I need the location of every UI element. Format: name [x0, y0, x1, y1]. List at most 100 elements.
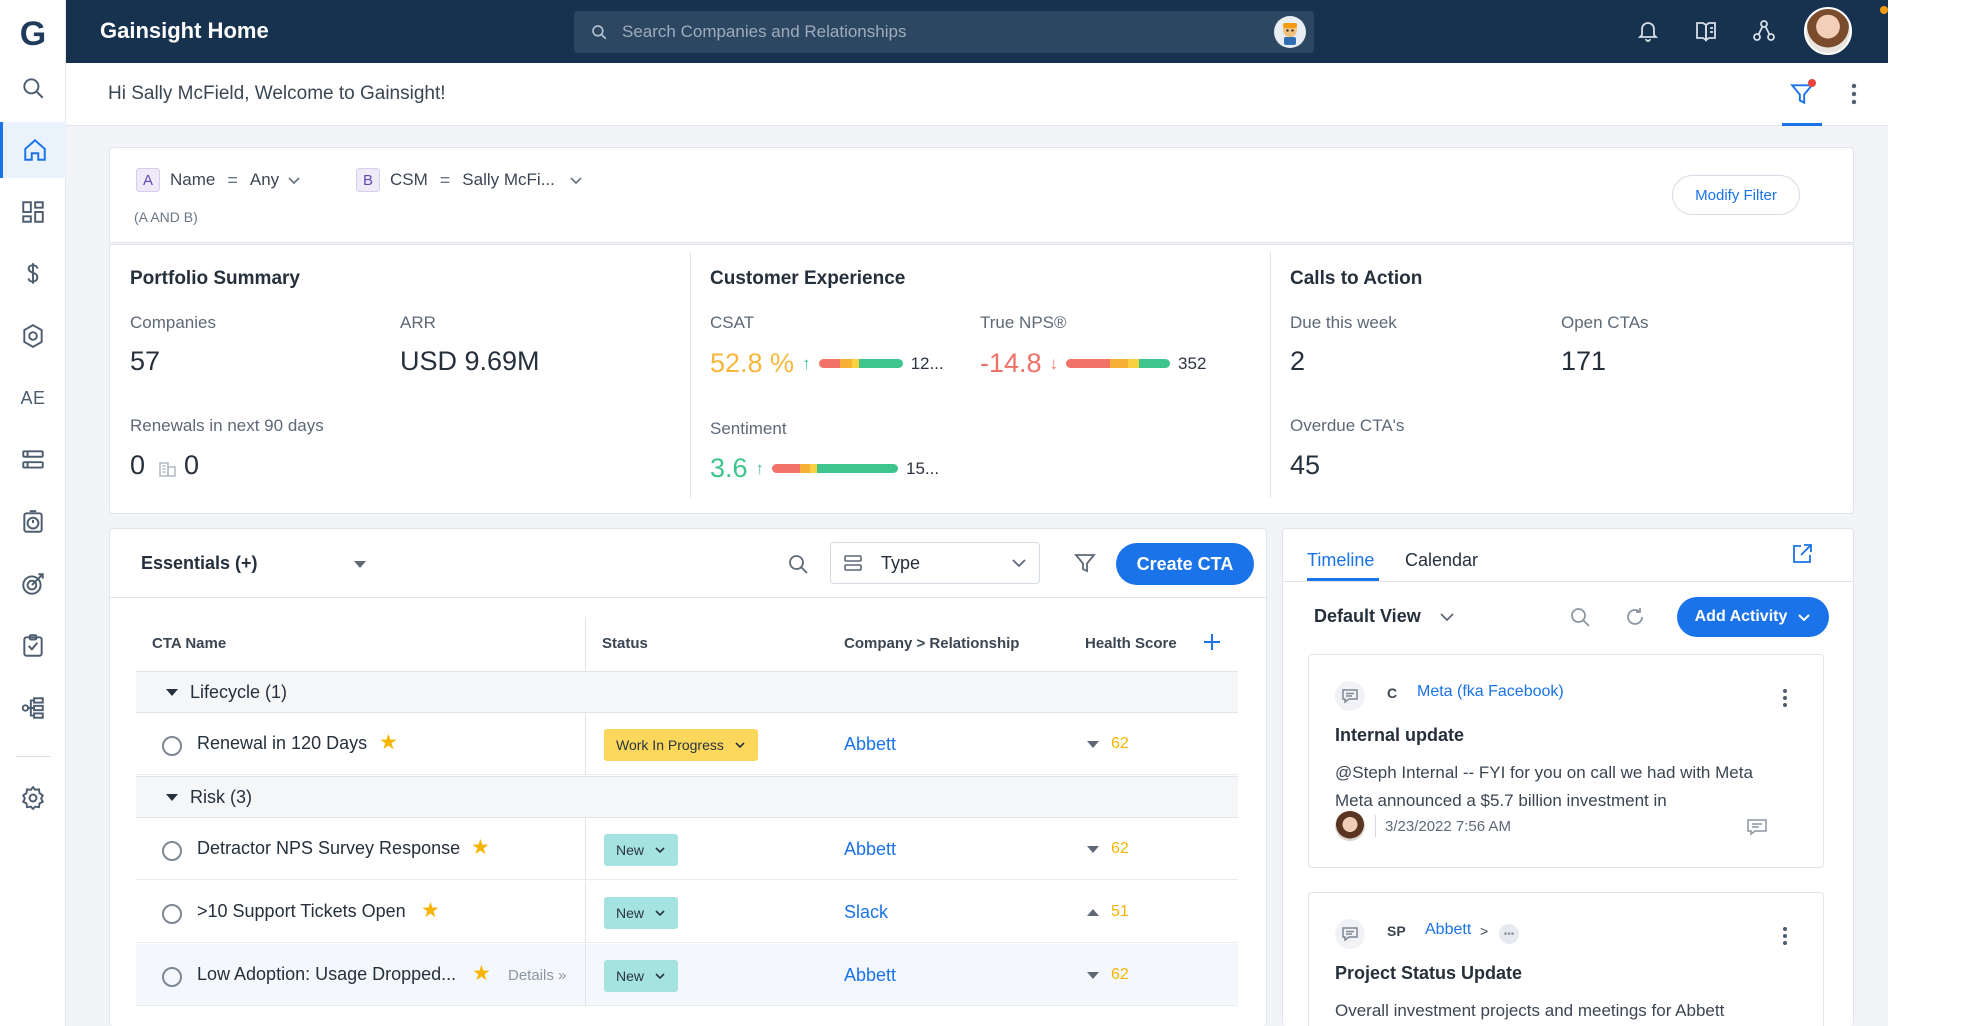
nav-dashboard-icon[interactable]: [0, 184, 66, 240]
column-header-cta-name[interactable]: CTA Name: [152, 635, 227, 652]
company-link[interactable]: Abbett: [844, 839, 897, 859]
nav-hierarchy-icon[interactable]: [0, 680, 66, 736]
reply-comment-icon[interactable]: [1745, 815, 1769, 839]
assistant-avatar-icon[interactable]: [1274, 16, 1306, 48]
cta-complete-radio[interactable]: [162, 736, 182, 756]
activity-company-link[interactable]: Abbett: [1425, 921, 1472, 938]
company-link[interactable]: Slack: [844, 902, 889, 922]
page-filter-icon[interactable]: [1782, 77, 1822, 111]
status-dropdown[interactable]: New: [604, 897, 678, 929]
nav-list-icon[interactable]: [0, 432, 66, 488]
more-dots-icon[interactable]: •••: [1499, 924, 1519, 944]
timeline-view-select[interactable]: Default View: [1314, 606, 1455, 627]
star-icon[interactable]: ★: [472, 962, 491, 985]
external-link-icon[interactable]: [1788, 540, 1816, 568]
view-caret-icon[interactable]: [354, 561, 366, 568]
nav-target-icon[interactable]: [0, 556, 66, 612]
cta-row[interactable]: >10 Support Tickets Open ★ New Slack 51: [136, 881, 1238, 943]
type-select[interactable]: Type: [830, 542, 1040, 584]
nav-checklist-icon[interactable]: [0, 618, 66, 674]
star-icon[interactable]: ★: [379, 731, 398, 754]
create-cta-button[interactable]: Create CTA: [1116, 543, 1254, 585]
cta-name[interactable]: >10 Support Tickets Open: [197, 901, 406, 921]
page-more-icon[interactable]: [1844, 79, 1864, 109]
refresh-icon[interactable]: [1621, 603, 1649, 631]
due-this-week-value[interactable]: 2: [1290, 346, 1306, 376]
nps-score[interactable]: -14.8 ↓ 352: [980, 348, 1206, 379]
chevron-down-icon[interactable]: [569, 173, 583, 187]
filter-active-dot: [1808, 79, 1816, 87]
notification-bell-icon[interactable]: [1633, 16, 1663, 46]
search-icon: [590, 23, 608, 41]
renewals-value[interactable]: 0: [130, 450, 146, 480]
company-link[interactable]: Abbett: [844, 965, 897, 985]
filter-chip-b[interactable]: B CSM = Sally McFi...: [356, 168, 583, 192]
cta-name[interactable]: Detractor NPS Survey Response: [197, 838, 461, 858]
chevron-down-icon[interactable]: [287, 173, 301, 187]
nav-settings-icon[interactable]: [0, 770, 66, 826]
column-header-status[interactable]: Status: [602, 635, 648, 652]
tab-timeline[interactable]: Timeline: [1307, 550, 1375, 570]
cockpit-search-icon[interactable]: [784, 550, 812, 578]
star-icon[interactable]: ★: [471, 836, 490, 859]
avatar-divider: [1375, 815, 1376, 837]
tab-calendar[interactable]: Calendar: [1405, 550, 1479, 570]
companies-value[interactable]: 57: [130, 346, 161, 376]
apps-network-icon[interactable]: [1749, 16, 1779, 46]
sentiment-score[interactable]: 3.6 ↑ 15...: [710, 453, 939, 484]
overdue-ctas-value[interactable]: 45: [1290, 450, 1321, 480]
chevron-down-icon: [734, 739, 746, 751]
nav-timer-icon[interactable]: [0, 494, 66, 550]
nav-gear-shield-icon[interactable]: [0, 308, 66, 364]
cta-row[interactable]: Renewal in 120 Days ★ Work In Progress A…: [136, 713, 1238, 775]
add-activity-button[interactable]: Add Activity: [1677, 597, 1829, 637]
cta-name[interactable]: Low Adoption: Usage Dropped...: [197, 964, 457, 984]
csat-score[interactable]: 52.8 % ↑ 12...: [710, 348, 944, 379]
cta-complete-radio[interactable]: [162, 904, 182, 924]
filter-chip-operator: =: [439, 169, 451, 190]
activity-more-icon[interactable]: [1775, 921, 1795, 951]
cta-row[interactable]: Detractor NPS Survey Response ★ New Abbe…: [136, 818, 1238, 880]
cockpit-filter-icon[interactable]: [1070, 548, 1100, 578]
group-row-risk[interactable]: Risk (3): [136, 776, 1238, 818]
status-dropdown[interactable]: Work In Progress: [604, 729, 758, 761]
filter-chip-key: A: [136, 168, 160, 192]
cockpit-view-select[interactable]: Essentials (+): [141, 553, 258, 573]
cta-name[interactable]: Renewal in 120 Days: [197, 733, 368, 753]
gainsight-logo[interactable]: G: [19, 14, 47, 53]
cta-complete-radio[interactable]: [162, 841, 182, 861]
open-ctas-value[interactable]: 171: [1561, 346, 1607, 376]
status-dropdown[interactable]: New: [604, 834, 678, 866]
star-icon[interactable]: ★: [421, 899, 440, 922]
modify-filter-button[interactable]: Modify Filter: [1672, 175, 1800, 215]
filter-chip-a[interactable]: A Name = Any: [136, 168, 301, 192]
user-avatar[interactable]: [1804, 7, 1852, 55]
group-collapse-icon[interactable]: [166, 688, 178, 696]
details-link[interactable]: Details »: [508, 967, 567, 984]
nav-ae-item[interactable]: AE: [0, 370, 66, 426]
status-dropdown[interactable]: New: [604, 960, 678, 992]
column-header-health-score[interactable]: Health Score: [1085, 635, 1177, 652]
resource-book-icon[interactable]: [1691, 16, 1721, 46]
add-column-plus-icon[interactable]: [1200, 630, 1224, 654]
activity-card[interactable]: C Meta (fka Facebook) Internal update @S…: [1308, 654, 1824, 868]
nav-search-icon[interactable]: [0, 60, 66, 116]
column-header-company[interactable]: Company > Relationship: [844, 635, 1020, 652]
group-row-lifecycle[interactable]: Lifecycle (1): [136, 671, 1238, 713]
company-link[interactable]: Abbett: [844, 734, 897, 754]
cta-row[interactable]: Low Adoption: Usage Dropped... ★ Details…: [136, 944, 1238, 1006]
activity-card[interactable]: SP Abbett > ••• Project Status Update Ov…: [1308, 892, 1824, 1026]
timeline-search-icon[interactable]: [1566, 603, 1594, 631]
nav-home-icon[interactable]: [0, 122, 66, 178]
nav-dollar-icon[interactable]: [0, 246, 66, 302]
cta-complete-radio[interactable]: [162, 967, 182, 987]
health-score: 51: [1087, 903, 1129, 921]
activity-company-link[interactable]: Meta (fka Facebook): [1417, 683, 1564, 700]
group-collapse-icon[interactable]: [166, 793, 178, 801]
activity-more-icon[interactable]: [1775, 683, 1795, 713]
filter-chip-field: Name: [170, 170, 216, 189]
renewals-accounts-value[interactable]: 0: [184, 450, 200, 480]
calls-to-action-title: Calls to Action: [1290, 268, 1423, 289]
search-input[interactable]: [622, 22, 1222, 42]
filter-logic-text: (A AND B): [134, 209, 198, 225]
